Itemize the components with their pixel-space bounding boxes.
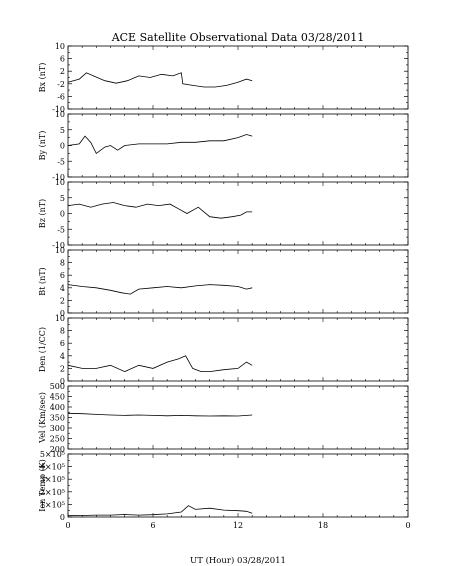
panel-1: 10 6 2 -2 -6 -10 Bx (nT) bbox=[38, 42, 409, 114]
panel-2: 10 5 0 -5 -10 By (nT) bbox=[38, 110, 409, 182]
y-tick-label: 2 bbox=[60, 364, 65, 373]
series-line bbox=[67, 284, 253, 295]
y-tick-label: 350 bbox=[50, 414, 65, 423]
y-tick-label: 0 bbox=[60, 142, 65, 151]
y-tick-label: -5 bbox=[57, 225, 65, 234]
series-line bbox=[67, 412, 253, 417]
y-tick-label: 6 bbox=[60, 271, 65, 280]
y-tick-label: 10 bbox=[55, 42, 65, 51]
x-tick-label: 0 bbox=[405, 521, 410, 530]
y-tick-label: 5×10⁵ bbox=[40, 450, 65, 459]
y-tick-label: 400 bbox=[50, 403, 65, 412]
y-tick-label: 0 bbox=[60, 377, 65, 386]
y-tick-label: 1×10⁵ bbox=[40, 500, 65, 509]
y-tick-label: 500 bbox=[50, 382, 65, 391]
x-axis: 0 6 12 18 0 bbox=[65, 521, 410, 530]
y-tick-label: -10 bbox=[52, 173, 65, 182]
series-line bbox=[67, 505, 253, 517]
series-line bbox=[67, 355, 253, 373]
x-tick-label: 6 bbox=[150, 521, 155, 530]
panel-4: 10 8 6 4 2 0 Bt (nT) bbox=[38, 246, 409, 318]
y-tick-label: 8 bbox=[60, 259, 65, 268]
y-tick-label: 250 bbox=[50, 435, 65, 444]
y-tick-label: 450 bbox=[50, 393, 65, 402]
y-tick-label: 4 bbox=[60, 284, 65, 293]
x-tick-label: 0 bbox=[65, 521, 70, 530]
y-tick-label: 4×10⁵ bbox=[40, 463, 65, 472]
panel-7: 5×10⁵ 4×10⁵ 3×10⁵ 2×10⁵ 1×10⁵ 0 Ion Temp (K) bbox=[38, 450, 409, 522]
series-line bbox=[67, 134, 253, 155]
y-tick-label: 5 bbox=[60, 194, 65, 203]
panel-frame bbox=[67, 181, 409, 246]
panel-frame bbox=[67, 317, 409, 382]
panel-frame bbox=[67, 113, 409, 178]
y-tick-label: 4 bbox=[60, 352, 65, 361]
y-axis-label: Ion Temp (K) bbox=[38, 459, 47, 512]
y-tick-label: -6 bbox=[57, 92, 65, 101]
y-tick-label: 10 bbox=[55, 246, 65, 255]
panel-3: 10 5 0 -5 -10 Bz (nT) bbox=[38, 178, 409, 250]
panel-5: 10 8 6 4 2 0 Den (1/CC) bbox=[38, 314, 409, 386]
y-tick-label: -10 bbox=[52, 105, 65, 114]
series-line bbox=[67, 72, 253, 88]
y-tick-label: 10 bbox=[55, 178, 65, 187]
y-tick-label: 8 bbox=[60, 327, 65, 336]
y-tick-label: 2 bbox=[60, 296, 65, 305]
panel-frame bbox=[67, 45, 409, 110]
y-tick-label: 5 bbox=[60, 126, 65, 135]
chart-title: ACE Satellite Observational Data 03/28/2… bbox=[111, 31, 365, 44]
y-tick-label: -2 bbox=[57, 80, 65, 89]
y-tick-label: -10 bbox=[52, 241, 65, 250]
y-tick-label: 10 bbox=[55, 314, 65, 323]
y-tick-label: 6 bbox=[60, 339, 65, 348]
x-tick-label: 12 bbox=[233, 521, 243, 530]
x-tick-label: 18 bbox=[318, 521, 328, 530]
y-axis-label: Bz (nT) bbox=[38, 199, 47, 228]
x-axis-label: UT (Hour) 03/28/2011 bbox=[190, 555, 286, 566]
y-tick-label: 0 bbox=[60, 309, 65, 318]
y-axis-label: Den (1/CC) bbox=[38, 327, 47, 372]
panel-frame bbox=[67, 453, 409, 518]
y-tick-label: 200 bbox=[50, 445, 65, 454]
y-tick-label: 2 bbox=[60, 67, 65, 76]
y-tick-label: 10 bbox=[55, 110, 65, 119]
y-tick-label: 0 bbox=[60, 210, 65, 219]
y-axis-label: By (nT) bbox=[38, 131, 47, 161]
y-tick-label: 2×10⁵ bbox=[40, 488, 65, 497]
y-tick-label: 300 bbox=[50, 424, 65, 433]
y-axis-label: Bx (nT) bbox=[38, 63, 47, 93]
panel-frame bbox=[67, 249, 409, 314]
series-line bbox=[67, 202, 253, 219]
y-axis-label: Vel (Km/sec) bbox=[38, 392, 47, 444]
panels: 10 6 2 -2 -6 -10 Bx (nT) 10 5 0 -5 -10 By (nT) 10 5 0 -5… bbox=[38, 42, 409, 522]
y-tick-label: 3×10⁵ bbox=[40, 475, 65, 484]
y-tick-label: 6 bbox=[60, 55, 65, 64]
y-axis-label: Bt (nT) bbox=[38, 267, 47, 295]
y-tick-label: 0 bbox=[60, 513, 65, 522]
y-tick-label: -5 bbox=[57, 157, 65, 166]
panel-frame bbox=[67, 385, 409, 450]
